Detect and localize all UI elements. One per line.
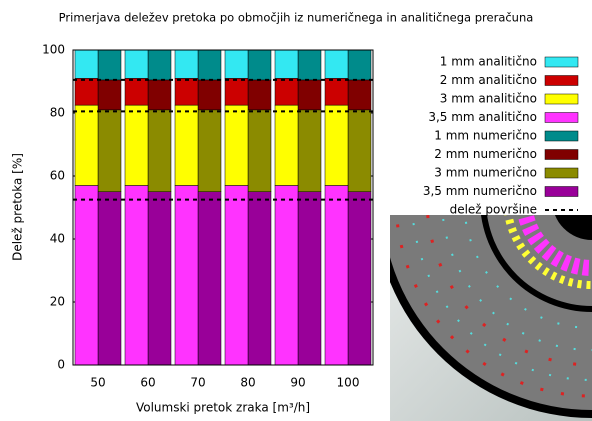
legend-swatch <box>545 187 578 197</box>
legend-label: 2 mm analitično <box>440 73 537 87</box>
bar-segment <box>98 50 121 80</box>
y-tick-label: 40 <box>50 232 65 246</box>
bar-segment <box>275 185 298 365</box>
bar-segment <box>98 192 121 365</box>
bar-segment <box>325 50 348 78</box>
bar-segment <box>275 105 298 185</box>
bar-segment <box>325 105 348 185</box>
bar-segment <box>248 110 271 192</box>
bar-segment <box>175 78 198 105</box>
bar-segment <box>148 50 171 80</box>
legend-swatch <box>545 131 578 141</box>
legend-swatch <box>545 76 578 86</box>
legend-swatch <box>545 94 578 104</box>
bar-segment <box>198 50 221 80</box>
x-axis-label: Volumski pretok zraka [m³/h] <box>136 401 310 415</box>
bar-segment <box>325 185 348 365</box>
x-tick-label: 80 <box>240 376 255 390</box>
y-tick-label: 0 <box>57 358 65 372</box>
bar-segment <box>125 105 148 185</box>
bar-segment <box>225 50 248 78</box>
bar-segment <box>198 110 221 192</box>
x-tick-label: 50 <box>90 376 105 390</box>
bar-segment <box>175 50 198 78</box>
x-tick-label: 90 <box>290 376 305 390</box>
bar-segment <box>125 78 148 105</box>
bar-segment <box>198 80 221 110</box>
bar-segment <box>298 80 321 110</box>
bar-segment <box>348 50 371 80</box>
legend-label: delež površine <box>450 203 537 217</box>
y-tick-label: 100 <box>42 43 65 57</box>
bar-segment <box>225 105 248 185</box>
bar-segment <box>325 78 348 105</box>
bar-segment <box>75 105 98 185</box>
bar-segment <box>125 185 148 365</box>
bar-segment <box>98 80 121 110</box>
legend-label: 1 mm analitično <box>440 55 537 69</box>
legend-swatch <box>545 113 578 123</box>
x-tick-label: 60 <box>140 376 155 390</box>
bar-segment <box>75 78 98 105</box>
legend-swatch <box>545 150 578 160</box>
bar-segment <box>275 50 298 78</box>
legend-label: 3 mm numerično <box>434 166 537 180</box>
bar-segment <box>348 192 371 365</box>
y-tick-label: 20 <box>50 295 65 309</box>
bar-segment <box>248 192 271 365</box>
bar-segment <box>248 80 271 110</box>
y-tick-label: 80 <box>50 106 65 120</box>
bar-segment <box>275 78 298 105</box>
legend-swatch <box>545 168 578 178</box>
bar-segment <box>225 185 248 365</box>
legend-label: 3,5 mm analitično <box>428 110 537 124</box>
bar-segment <box>348 110 371 192</box>
bar-segment <box>75 50 98 78</box>
y-tick-label: 60 <box>50 169 65 183</box>
chart: Primerjava deležev pretoka po območjih i… <box>0 0 592 421</box>
chart-title: Primerjava deležev pretoka po območjih i… <box>59 11 534 25</box>
x-tick-label: 100 <box>337 376 360 390</box>
x-tick-label: 70 <box>190 376 205 390</box>
legend-label: 1 mm numerično <box>434 129 537 143</box>
bar-segment <box>225 78 248 105</box>
legend-swatch <box>545 57 578 67</box>
bar-segment <box>198 192 221 365</box>
bar-segment <box>148 110 171 192</box>
bar-segment <box>148 192 171 365</box>
legend-label: 2 mm numerično <box>434 147 537 161</box>
bar-segment <box>175 185 198 365</box>
bar-segment <box>298 110 321 192</box>
y-axis-label: Delež pretoka [%] <box>11 153 25 261</box>
legend-label: 3,5 mm numerično <box>423 184 537 198</box>
bar-segment <box>98 110 121 192</box>
bar-segment <box>248 50 271 80</box>
bar-segment <box>298 192 321 365</box>
legend-label: 3 mm analitično <box>440 92 537 106</box>
bar-segment <box>148 80 171 110</box>
bar-segment <box>298 50 321 80</box>
bar-segment <box>125 50 148 78</box>
bar-segment <box>348 80 371 110</box>
bar-segment <box>175 105 198 185</box>
bar-segment <box>75 185 98 365</box>
